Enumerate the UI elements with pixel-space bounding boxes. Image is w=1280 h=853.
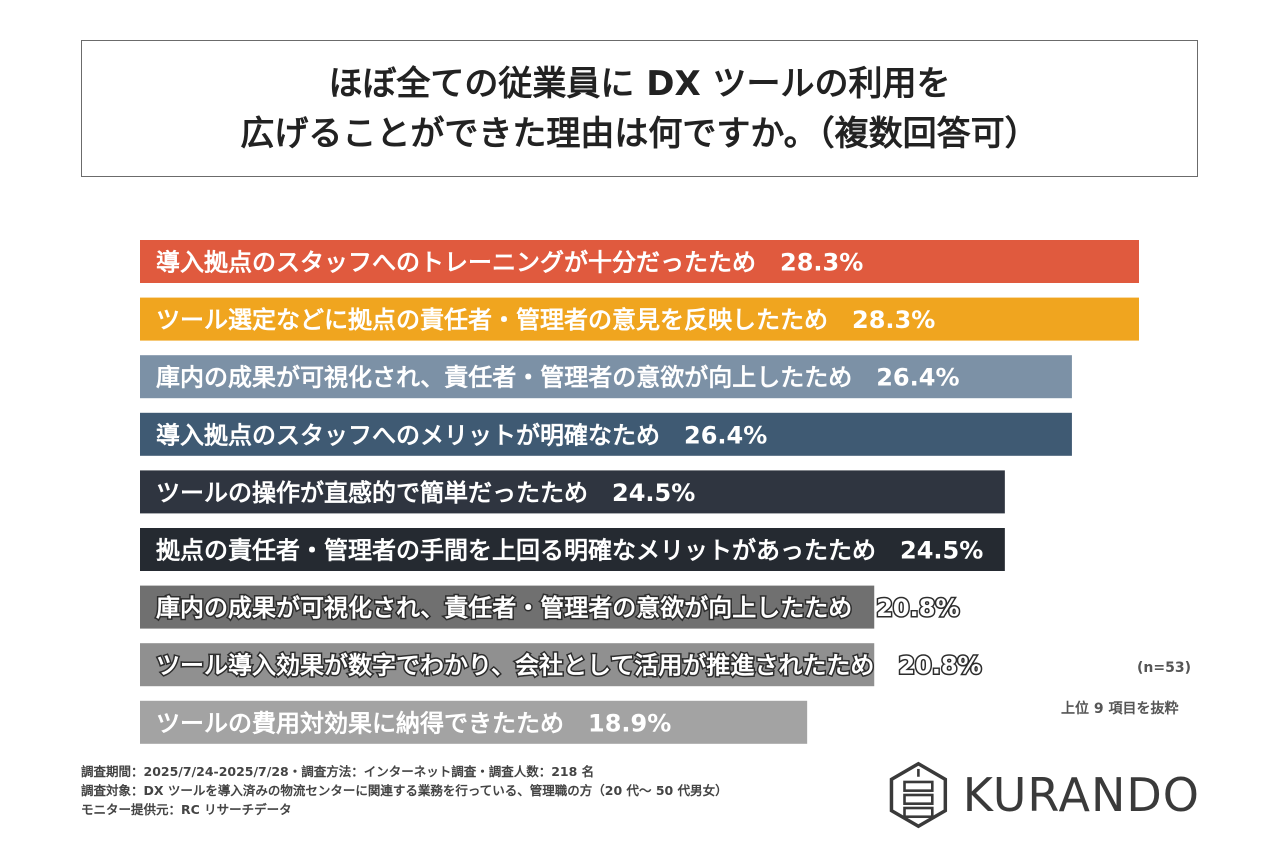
title-box: ほぼ全ての従業員に DX ツールの利用を 広げることができた理由は何ですか。（複… <box>81 40 1198 177</box>
bar-label-4: 導入拠点のスタッフへのメリットが明確なため 26.4% <box>156 421 767 449</box>
survey-footer: 調査期間：2025/7/24-2025/7/28・調査方法：インターネット調査・… <box>81 762 728 819</box>
bar-1 <box>140 240 1139 283</box>
bar-7 <box>140 585 875 629</box>
bar-label-7: 庫内の成果が可視化され、責任者・管理者の意欲が向上したため 20.8% <box>156 594 960 622</box>
chart-title-line1: ほぼ全ての従業員に DX ツールの利用を <box>328 63 951 104</box>
bar-label-8: ツール導入効果が数字でわかり、会社として活用が推進されたため 20.8% <box>156 652 982 680</box>
sample-size-note: (n=53) <box>1137 660 1191 676</box>
bar-6 <box>140 528 1005 571</box>
bar-5 <box>140 470 1005 514</box>
bar-label-5: ツールの操作が直感的で簡単だったため 24.5% <box>156 479 695 507</box>
logo-text: KURANDO <box>962 768 1200 822</box>
bar-label-3: 庫内の成果が可視化され、責任者・管理者の意欲が向上したため 26.4% <box>156 364 960 392</box>
bar-label-9: ツールの費用対効果に納得できたため 18.9% <box>156 709 671 737</box>
bar-4 <box>140 412 1072 456</box>
bar-9 <box>140 700 808 744</box>
kurando-hexagon-logo-icon <box>889 761 948 829</box>
top-items-note: 上位 9 項目を抜粋 <box>1061 701 1179 717</box>
bar-3 <box>140 355 1072 399</box>
footer-line1: 調査期間：2025/7/24-2025/7/28・調査方法：インターネット調査・… <box>81 764 595 779</box>
footer-line3: モニター提供元：RC リサーチデータ <box>81 802 292 817</box>
chart-title-line2: 広げることができた理由は何ですか。（複数回答可） <box>240 113 1039 154</box>
bar-8 <box>140 643 875 687</box>
bar-label-2: ツール選定などに拠点の責任者・管理者の意見を反映したため 28.3% <box>156 306 935 334</box>
bar-label-1: 導入拠点のスタッフへのトレーニングが十分だったため 28.3% <box>156 249 863 277</box>
footer-line2: 調査対象：DX ツールを導入済みの物流センターに関連する業務を行っている、管理職… <box>81 783 728 798</box>
bar-label-6: 拠点の責任者・管理者の手間を上回る明確なメリットがあったため 24.5% <box>156 537 983 565</box>
kurando-logo: KURANDO <box>888 752 1200 838</box>
bar-2 <box>140 297 1139 341</box>
